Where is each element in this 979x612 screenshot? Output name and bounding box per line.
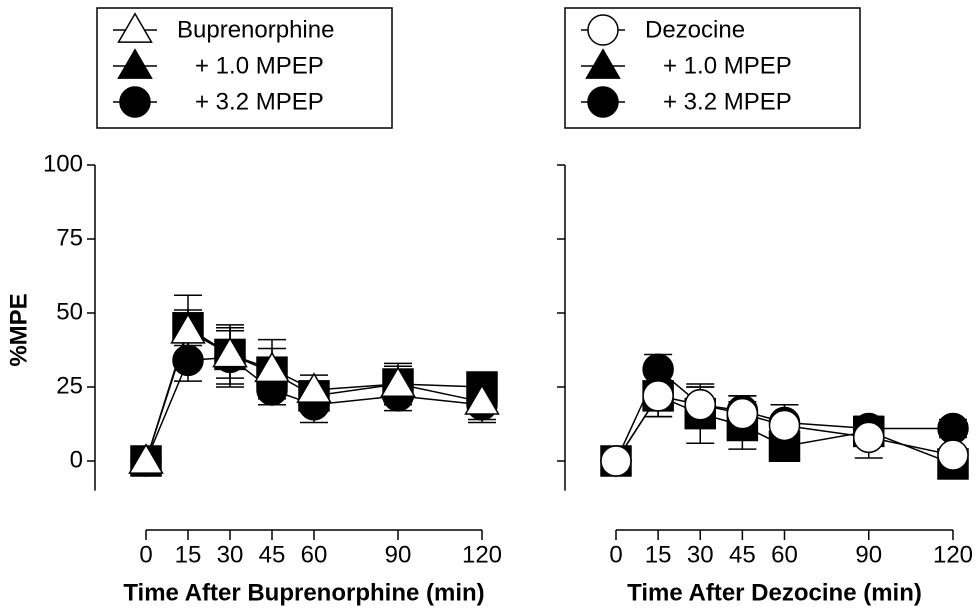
x-tick-label: 60 [771, 541, 798, 568]
marker [642, 353, 674, 385]
marker [296, 372, 332, 403]
x-tick-label: 120 [933, 541, 973, 568]
x-tick-label: 90 [855, 541, 882, 568]
marker [853, 421, 885, 454]
marker [642, 380, 674, 412]
x-tick-label: 60 [301, 541, 328, 568]
marker [684, 389, 716, 421]
legend-box [564, 7, 861, 129]
legend-label: + 3.2 MPEP [663, 88, 792, 115]
legend-marker [587, 14, 619, 46]
legend-marker [585, 48, 621, 79]
legend-box [96, 7, 393, 129]
legend-label: + 3.2 MPEP [195, 88, 324, 115]
x-tick-label: 30 [217, 541, 244, 568]
y-tick-label: 100 [43, 150, 83, 177]
legend-label: + 1.0 MPEP [195, 52, 324, 79]
y-tick-label: 50 [56, 298, 83, 325]
x-tick-label: 30 [687, 541, 714, 568]
x-tick-label: 15 [175, 541, 202, 568]
marker [380, 366, 416, 397]
y-axis-label: %MPE [5, 293, 32, 366]
y-tick-label: 75 [56, 224, 83, 251]
x-tick-label: 15 [645, 541, 672, 568]
y-tick-label: 25 [56, 372, 83, 399]
x-tick-label: 0 [609, 541, 622, 568]
legend-label: + 1.0 MPEP [663, 52, 792, 79]
marker [937, 412, 969, 445]
legend-label: Buprenorphine [177, 16, 334, 43]
marker [212, 336, 248, 368]
marker [726, 397, 759, 430]
marker [600, 445, 632, 477]
x-tick-label: 120 [462, 541, 502, 568]
x-tick-label: 90 [385, 541, 412, 568]
legend-marker [117, 12, 153, 43]
y-tick-label: 0 [70, 446, 83, 473]
legend-marker [119, 86, 151, 118]
x-tick-label: 0 [139, 541, 152, 568]
marker [768, 409, 801, 442]
marker [254, 351, 290, 383]
legend-marker [117, 48, 153, 79]
marker [464, 384, 500, 415]
marker [128, 443, 164, 474]
x-tick-label: 45 [259, 541, 286, 568]
x-tick-label: 45 [729, 541, 756, 568]
marker [170, 313, 206, 344]
marker [172, 344, 204, 377]
legend-label: Dezocine [645, 16, 745, 43]
marker [937, 439, 969, 471]
x-axis-label: Time After Dezocine (min) [627, 579, 922, 606]
legend-marker [587, 86, 619, 118]
x-axis-label: Time After Buprenorphine (min) [123, 579, 484, 606]
